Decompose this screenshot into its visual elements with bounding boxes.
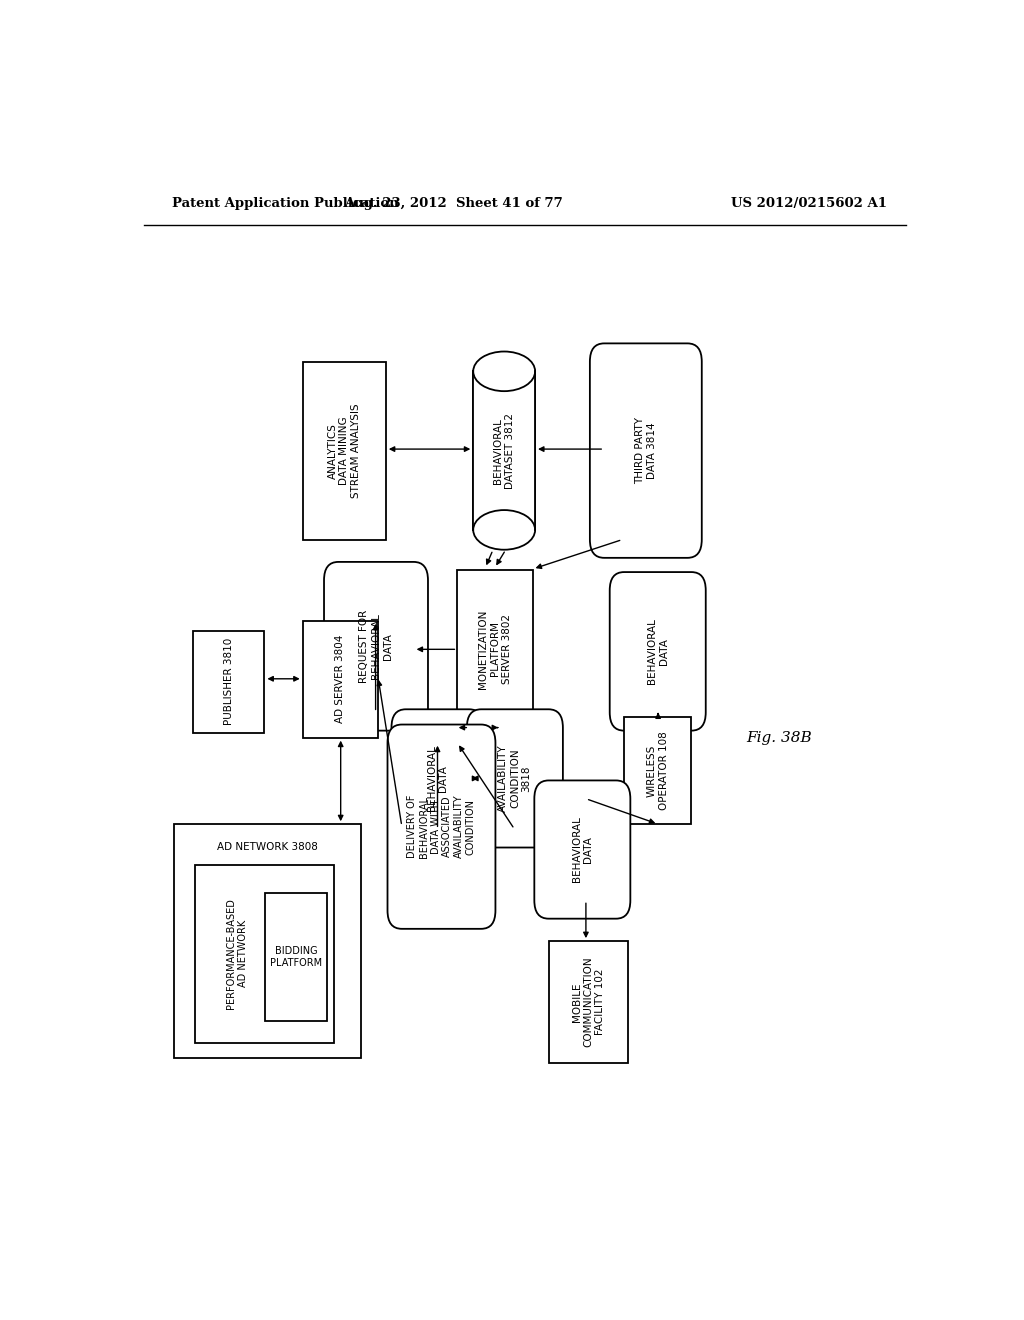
FancyBboxPatch shape xyxy=(609,572,706,731)
Ellipse shape xyxy=(473,510,536,549)
Bar xyxy=(549,941,628,1063)
Text: AD NETWORK 3808: AD NETWORK 3808 xyxy=(217,842,317,853)
Bar xyxy=(458,570,532,727)
Text: MOBILE
COMMUNICATION
FACILITY 102: MOBILE COMMUNICATION FACILITY 102 xyxy=(571,957,605,1047)
Bar xyxy=(194,631,264,733)
FancyBboxPatch shape xyxy=(535,780,631,919)
Bar xyxy=(196,865,334,1043)
FancyBboxPatch shape xyxy=(467,709,563,847)
Text: AVAILABILITY
CONDITION
3818: AVAILABILITY CONDITION 3818 xyxy=(499,744,531,812)
Text: REQUEST FOR
BEHAVIORAL
DATA: REQUEST FOR BEHAVIORAL DATA xyxy=(359,610,392,682)
Bar xyxy=(303,620,378,738)
Text: ANALYTICS
DATA MINING
STREAM ANALYSIS: ANALYTICS DATA MINING STREAM ANALYSIS xyxy=(328,404,360,498)
Bar xyxy=(303,362,386,540)
Text: Aug. 23, 2012  Sheet 41 of 77: Aug. 23, 2012 Sheet 41 of 77 xyxy=(344,197,563,210)
Text: US 2012/0215602 A1: US 2012/0215602 A1 xyxy=(731,197,887,210)
Bar xyxy=(624,718,691,824)
Bar xyxy=(174,824,360,1057)
Text: PUBLISHER 3810: PUBLISHER 3810 xyxy=(224,639,233,726)
Text: BIDDING
PLATFORM: BIDDING PLATFORM xyxy=(270,946,323,968)
Bar xyxy=(473,371,536,529)
Text: DELIVERY OF
BEHAVIORAL
DATA WITH
ASSOCIATED
AVAILABILITY
CONDITION: DELIVERY OF BEHAVIORAL DATA WITH ASSOCIA… xyxy=(408,795,475,858)
FancyBboxPatch shape xyxy=(590,343,701,558)
Text: MONETIZATION
PLATFORM
SERVER 3802: MONETIZATION PLATFORM SERVER 3802 xyxy=(478,609,512,689)
Text: AD SERVER 3804: AD SERVER 3804 xyxy=(335,635,345,723)
Text: PERFORMANCE-BASED
AD NETWORK: PERFORMANCE-BASED AD NETWORK xyxy=(226,899,248,1010)
Text: BEHAVIORAL
DATASET 3812: BEHAVIORAL DATASET 3812 xyxy=(494,413,515,488)
Text: BEHAVIORAL
DATA: BEHAVIORAL DATA xyxy=(647,618,669,684)
Text: Fig. 38B: Fig. 38B xyxy=(745,731,812,744)
Text: Patent Application Publication: Patent Application Publication xyxy=(172,197,398,210)
FancyBboxPatch shape xyxy=(324,562,428,731)
Ellipse shape xyxy=(473,351,536,391)
FancyBboxPatch shape xyxy=(391,709,483,847)
Text: WIRELESS
OPERATOR 108: WIRELESS OPERATOR 108 xyxy=(647,731,669,810)
Text: BEHAVIORAL
DATA: BEHAVIORAL DATA xyxy=(571,817,593,883)
Text: BEHAVIORAL
DATA: BEHAVIORAL DATA xyxy=(427,746,449,812)
Bar xyxy=(265,894,328,1022)
Text: THIRD PARTY
DATA 3814: THIRD PARTY DATA 3814 xyxy=(635,417,656,484)
FancyBboxPatch shape xyxy=(387,725,496,929)
